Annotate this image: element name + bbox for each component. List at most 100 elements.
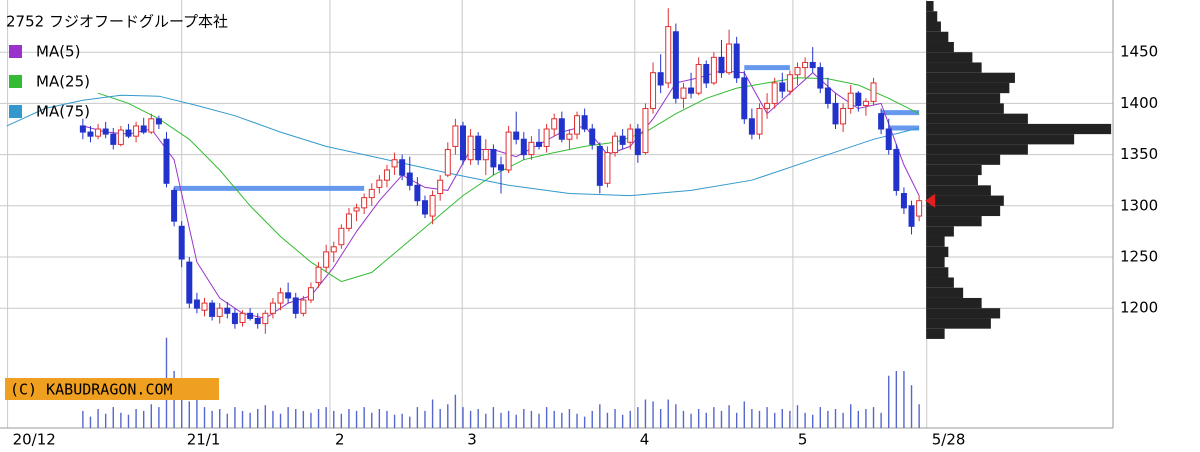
- profile-bar: [926, 205, 1001, 217]
- candle-body: [779, 82, 786, 92]
- profile-bar: [926, 21, 941, 32]
- candle-body: [642, 108, 649, 154]
- candle-body: [581, 115, 588, 130]
- profile-bar: [926, 287, 964, 298]
- x-tick-label: 5: [798, 431, 808, 449]
- candle-body: [695, 64, 702, 94]
- profile-bar: [926, 164, 982, 176]
- candle-body: [231, 312, 238, 325]
- legend-swatch: [9, 75, 22, 88]
- ma-line: [97, 77, 920, 283]
- candle-body: [657, 72, 664, 86]
- profile-bar: [926, 216, 982, 227]
- candle-body: [292, 297, 299, 314]
- profile-bar: [926, 72, 1015, 83]
- candle-body: [277, 292, 284, 304]
- candle-body: [771, 82, 778, 104]
- profile-bar: [926, 103, 1004, 114]
- candle-body: [885, 128, 892, 150]
- candle-body: [536, 141, 543, 147]
- profile-bar: [926, 31, 949, 42]
- candle-body: [840, 108, 847, 125]
- y-tick-label: 1300: [1120, 196, 1158, 214]
- copyright: (C) KABUDRAGON.COM: [10, 381, 173, 399]
- candle-body: [672, 31, 679, 99]
- candle-body: [399, 159, 406, 176]
- candle-body: [239, 312, 246, 324]
- x-tick-label: 3: [467, 431, 477, 449]
- profile-bar: [926, 195, 1004, 206]
- candle-body: [710, 56, 717, 84]
- candle-body: [688, 87, 695, 94]
- x-tick-label: 21/1: [187, 431, 221, 449]
- candle-body: [117, 129, 124, 145]
- candle-body: [429, 195, 436, 217]
- candle-body: [216, 307, 223, 317]
- candle-body: [520, 138, 527, 156]
- profile-bar: [926, 123, 1112, 135]
- candle-body: [414, 184, 421, 202]
- candle-body: [323, 251, 330, 268]
- candle-body: [498, 164, 505, 171]
- candle-body: [307, 287, 314, 301]
- y-tick-label: 1400: [1120, 94, 1158, 112]
- candle-body: [376, 179, 383, 188]
- candle-body: [102, 128, 109, 135]
- profile-bar: [926, 185, 991, 196]
- candle-body: [862, 100, 869, 106]
- candle-body: [847, 92, 854, 110]
- candle-body: [178, 225, 185, 260]
- ma-line: [6, 94, 920, 197]
- candle-body: [193, 299, 200, 309]
- copyright-box: [5, 378, 219, 400]
- candle-body: [209, 302, 216, 317]
- last-price-marker: [925, 193, 936, 208]
- candle-body: [269, 302, 276, 314]
- profile-bar: [926, 246, 949, 258]
- candle-body: [551, 118, 558, 130]
- candle-body: [748, 118, 755, 135]
- y-tick-label: 1250: [1120, 248, 1158, 266]
- candle-body: [383, 169, 390, 181]
- profile-bar: [926, 297, 982, 309]
- candle-body: [802, 61, 809, 69]
- profile-bar: [926, 257, 945, 268]
- candle-body: [452, 125, 459, 147]
- candle-body: [171, 189, 178, 222]
- profile-bar: [926, 236, 945, 247]
- candle-body: [247, 312, 254, 319]
- profile-bar: [926, 144, 1028, 155]
- candle-body: [809, 61, 816, 69]
- candle-body: [437, 179, 444, 195]
- chart-title: 2752 フジオフードグループ本社: [6, 13, 228, 31]
- profile-bar: [926, 113, 1028, 124]
- candle-body: [391, 159, 398, 168]
- candle-body: [612, 135, 619, 154]
- candle-body: [186, 261, 193, 304]
- candle-body: [619, 135, 626, 145]
- profile-bar: [926, 277, 954, 288]
- candle-body: [254, 317, 261, 325]
- candle-body: [528, 141, 535, 156]
- candle-body: [300, 299, 307, 314]
- candle-body: [505, 131, 512, 171]
- profile-bar: [926, 175, 978, 186]
- profile-bar: [926, 11, 938, 22]
- profile-bar: [926, 328, 945, 339]
- profile-bar: [926, 318, 991, 329]
- y-tick-label: 1200: [1120, 299, 1158, 317]
- candle-body: [110, 133, 117, 145]
- candle-body: [900, 193, 907, 209]
- legend-label: MA(75): [36, 103, 90, 121]
- candle-body: [338, 227, 345, 246]
- profile-bar: [926, 82, 1010, 94]
- profile-bar: [926, 52, 973, 63]
- candle-body: [285, 292, 292, 299]
- candle-body: [870, 82, 877, 102]
- x-tick-label: 2: [335, 431, 345, 449]
- profile-bar: [926, 93, 1001, 104]
- candle-body: [315, 266, 322, 284]
- candle-body: [201, 302, 208, 311]
- candle-body: [878, 113, 885, 130]
